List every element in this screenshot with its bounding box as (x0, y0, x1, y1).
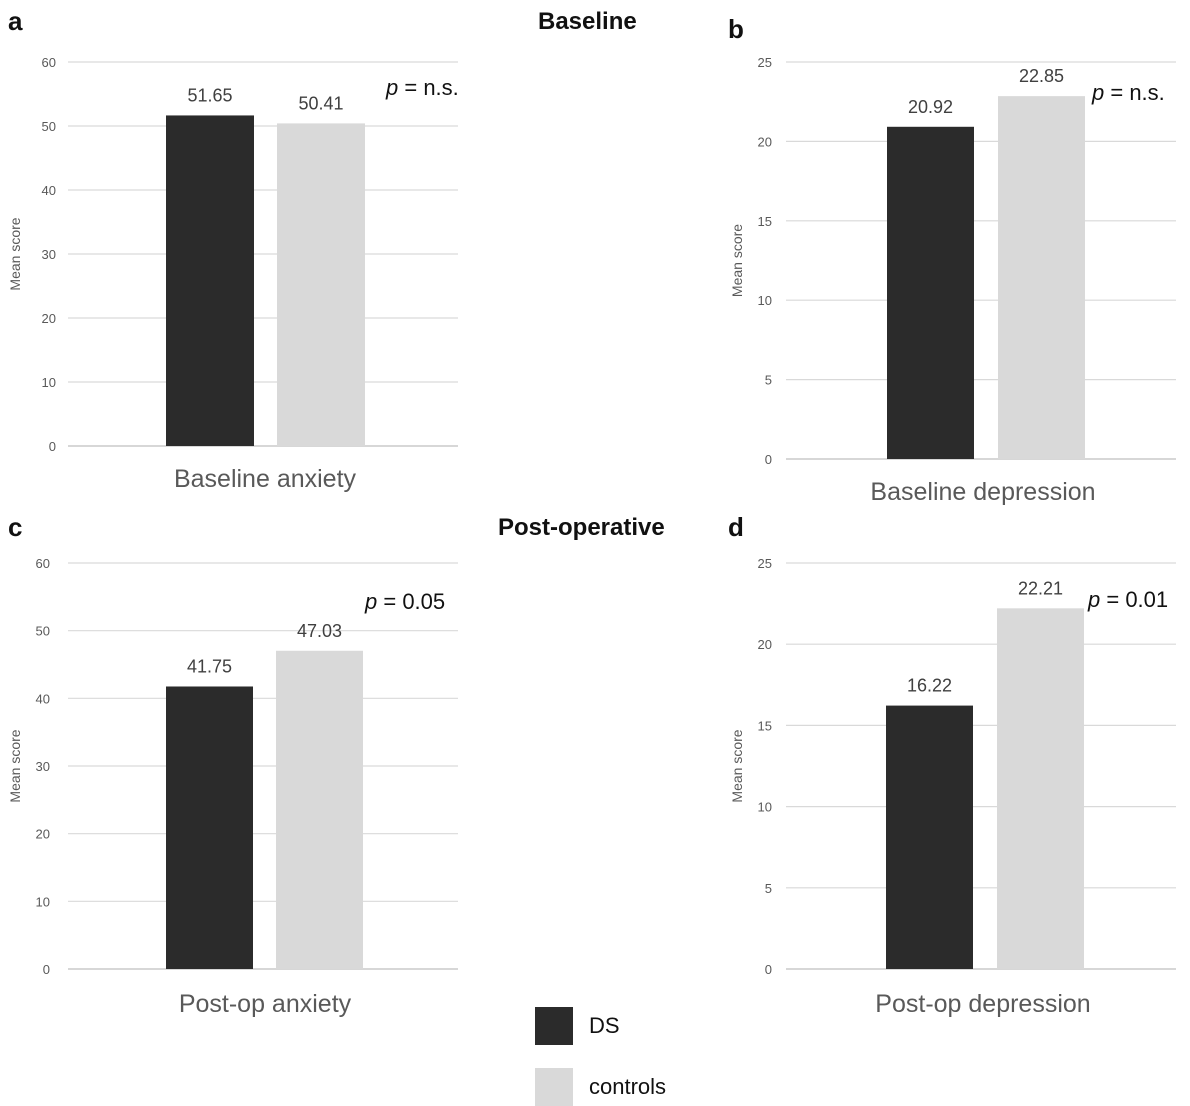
p-value-annotation-b: p = n.s. (1091, 80, 1165, 105)
y-axis-label-a: Mean score (7, 217, 23, 290)
bar-d-controls (997, 608, 1084, 969)
bar-b-ds (887, 126, 974, 459)
legend-swatch-ds (535, 1007, 573, 1045)
y-axis-label-d: Mean score (729, 729, 745, 802)
y-tick-label-b-0: 0 (765, 452, 772, 467)
y-tick-label-b-20: 20 (758, 134, 772, 149)
chart-b: 0 5 10 15 20 25 Mean score 20.92 22.85 Baseline d… (729, 55, 1176, 506)
p-value-annotation-c: p = 0.05 (364, 589, 445, 614)
data-label-d-ds: 16.22 (907, 676, 952, 696)
chart-d: 0 5 10 15 20 25 Mean score 16.22 22.21 Post-op de… (729, 556, 1176, 1018)
y-tick-label-a-0: 0 (49, 439, 56, 454)
data-label-b-ds: 20.92 (908, 97, 953, 117)
y-tick-label-c-30: 30 (36, 759, 50, 774)
x-axis-label-a: Baseline anxiety (174, 465, 357, 493)
y-tick-label-c-10: 10 (36, 894, 50, 909)
bar-c-controls (276, 650, 363, 969)
y-tick-label-d-10: 10 (758, 800, 772, 815)
y-tick-label-d-20: 20 (758, 637, 772, 652)
panel-letter-c: c (8, 512, 23, 542)
y-tick-label-b-15: 15 (758, 214, 772, 229)
y-tick-label-c-40: 40 (36, 691, 50, 706)
x-axis-label-d: Post-op depression (875, 990, 1090, 1018)
data-label-c-controls: 47.03 (297, 621, 342, 641)
p-value-annotation-d: p = 0.01 (1087, 587, 1168, 612)
y-tick-label-a-10: 10 (42, 375, 56, 390)
y-tick-label-a-20: 20 (42, 311, 56, 326)
y-tick-label-a-60: 60 (42, 55, 56, 70)
p-symbol-a: p (385, 75, 398, 100)
p-value-annotation-a: p = n.s. (385, 75, 459, 100)
x-axis-label-c: Post-op anxiety (179, 990, 352, 1018)
panel-letter-b: b (728, 14, 744, 44)
bar-b-controls (998, 96, 1085, 459)
panel-letter-d: d (728, 512, 744, 542)
legend-item-controls: controls (535, 1068, 666, 1106)
data-label-a-ds: 51.65 (187, 85, 232, 105)
bar-c-ds (166, 686, 253, 969)
panel-letter-a: a (8, 6, 23, 36)
section-title-baseline: Baseline (538, 8, 637, 35)
y-tick-label-b-25: 25 (758, 55, 772, 70)
p-symbol-c: p (364, 589, 377, 614)
data-label-d-controls: 22.21 (1018, 578, 1063, 598)
p-value-text-d: = 0.01 (1100, 587, 1168, 612)
y-tick-label-b-5: 5 (765, 373, 772, 388)
y-tick-label-a-40: 40 (42, 183, 56, 198)
section-title-postop: Post-operative (498, 514, 665, 541)
y-tick-label-c-20: 20 (36, 827, 50, 842)
data-label-b-controls: 22.85 (1019, 66, 1064, 86)
y-tick-label-a-50: 50 (42, 119, 56, 134)
p-value-text-b: = n.s. (1104, 80, 1165, 105)
y-axis-label-c: Mean score (7, 729, 23, 802)
y-tick-label-d-5: 5 (765, 881, 772, 896)
y-axis-label-b: Mean score (729, 224, 745, 297)
y-tick-label-c-0: 0 (43, 962, 50, 977)
legend-swatch-controls (535, 1068, 573, 1106)
y-tick-label-a-30: 30 (42, 247, 56, 262)
bar-a-ds (166, 115, 254, 446)
p-symbol-b: p (1091, 80, 1104, 105)
p-value-text-a: = n.s. (398, 75, 459, 100)
x-axis-label-b: Baseline depression (870, 478, 1095, 506)
y-tick-label-d-0: 0 (765, 962, 772, 977)
p-value-text-c: = 0.05 (377, 589, 445, 614)
bar-a-controls (277, 123, 365, 446)
data-label-c-ds: 41.75 (187, 656, 232, 676)
y-tick-label-d-25: 25 (758, 556, 772, 571)
y-tick-label-b-10: 10 (758, 293, 772, 308)
p-symbol-d: p (1087, 587, 1100, 612)
legend-label-ds: DS (589, 1013, 620, 1038)
bar-d-ds (886, 705, 973, 969)
chart-c: 0 10 20 30 40 50 60 Mean score 41.75 47.03 Post-op… (7, 556, 458, 1018)
y-tick-label-c-50: 50 (36, 624, 50, 639)
legend-item-ds: DS (535, 1007, 620, 1045)
y-tick-label-c-60: 60 (36, 556, 50, 571)
y-tick-label-d-15: 15 (758, 718, 772, 733)
chart-a: 0 10 20 30 40 50 60 Mean score 51.65 50.41 Baselin… (7, 55, 459, 493)
data-label-a-controls: 50.41 (298, 93, 343, 113)
legend-label-controls: controls (589, 1074, 667, 1099)
